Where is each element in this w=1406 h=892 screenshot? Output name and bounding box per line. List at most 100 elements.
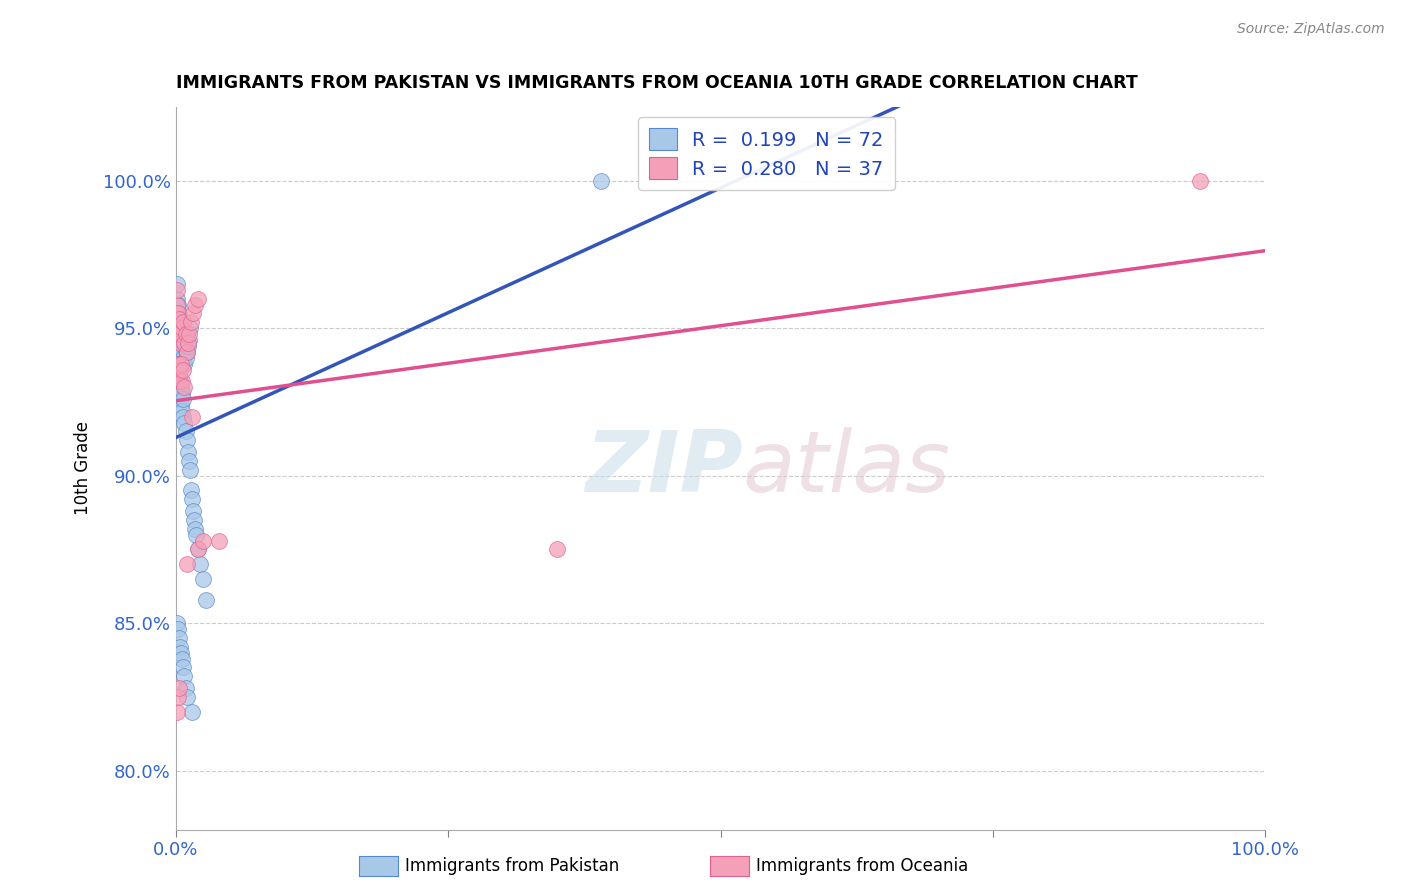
Point [166,298,188,312]
Point [169,374,191,388]
Point [589,174,612,188]
Point [179,321,201,335]
Point [181,306,204,320]
Point [172,374,194,388]
Point [172,651,194,665]
Legend: R =  0.199   N = 72, R =  0.280   N = 37: R = 0.199 N = 72, R = 0.280 N = 37 [638,117,896,190]
Point [169,362,191,376]
Point [174,333,197,347]
Y-axis label: 10th Grade: 10th Grade [73,421,91,516]
Point [177,445,200,459]
Point [167,327,190,342]
Point [170,646,193,660]
Point [208,533,231,548]
Point [173,416,195,430]
Text: ZIP: ZIP [585,426,742,510]
Point [183,513,205,527]
Point [179,463,201,477]
Point [176,344,198,359]
Point [167,386,190,401]
Point [173,339,195,353]
Point [172,409,194,424]
Point [167,380,190,394]
Point [176,327,198,342]
Point [181,504,204,518]
Point [195,592,218,607]
Point [169,392,191,406]
Point [167,357,190,371]
Point [166,366,188,380]
Point [184,522,207,536]
Point [166,321,188,335]
Point [166,298,188,312]
Point [169,335,191,350]
Point [170,357,193,371]
Point [173,357,195,371]
Text: IMMIGRANTS FROM PAKISTAN VS IMMIGRANTS FROM OCEANIA 10TH GRADE CORRELATION CHART: IMMIGRANTS FROM PAKISTAN VS IMMIGRANTS F… [176,74,1137,92]
Point [172,333,194,347]
Point [186,542,209,557]
Point [181,492,204,507]
Point [170,357,193,371]
Point [172,386,194,401]
Point [169,640,191,654]
Point [172,321,194,335]
Point [180,483,202,498]
Point [172,362,194,376]
Point [186,292,209,306]
Point [172,315,194,329]
Text: Immigrants from Oceania: Immigrants from Oceania [756,857,969,875]
Point [173,335,195,350]
Point [167,315,190,329]
Point [170,327,193,342]
Point [167,622,190,636]
Point [186,527,208,541]
Point [173,380,195,394]
Point [167,312,190,326]
Point [167,681,190,695]
Point [167,321,190,335]
Point [173,669,195,683]
Point [167,298,190,312]
Point [174,681,197,695]
Point [174,425,197,439]
Point [177,339,200,353]
Point [166,306,188,320]
Point [167,344,190,359]
Text: Source: ZipAtlas.com: Source: ZipAtlas.com [1237,22,1385,37]
Point [177,333,200,347]
Point [172,327,194,342]
Point [167,362,190,376]
Point [177,454,200,468]
Point [176,690,198,704]
Point [167,374,190,388]
Point [166,292,188,306]
Point [172,404,194,418]
Point [546,542,568,557]
Point [176,557,198,571]
Point [169,351,191,365]
Point [169,335,191,350]
Point [177,335,200,350]
Point [167,306,190,320]
Point [166,705,188,719]
Point [167,631,190,645]
Point [169,315,191,329]
Point [170,380,193,394]
Point [166,277,188,291]
Point [172,392,194,406]
Point [167,327,190,342]
Point [174,351,197,365]
Point [191,533,214,548]
Text: atlas: atlas [742,426,950,510]
Point [191,572,214,586]
Point [172,351,194,365]
Point [180,315,202,329]
Point [176,344,198,359]
Point [1189,174,1212,188]
Point [167,327,190,342]
Point [186,542,209,557]
Text: Immigrants from Pakistan: Immigrants from Pakistan [405,857,619,875]
Point [166,357,188,371]
Point [166,616,188,631]
